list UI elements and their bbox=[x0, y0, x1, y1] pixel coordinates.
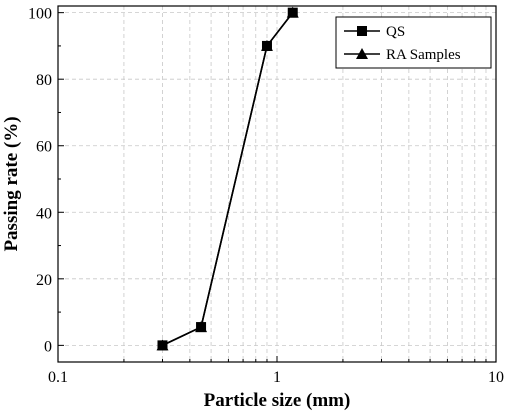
data-point-triangle bbox=[156, 339, 169, 351]
y-tick-label: 40 bbox=[36, 205, 52, 222]
y-tick-label: 20 bbox=[36, 272, 52, 289]
y-tick-label: 100 bbox=[28, 6, 52, 23]
series-layer bbox=[156, 6, 299, 351]
y-axis-title: Passing rate (%) bbox=[1, 116, 22, 251]
x-tick-labels: 0.1 1 10 bbox=[48, 369, 504, 386]
series-line-1 bbox=[162, 12, 294, 347]
legend: QS RA Samples bbox=[335, 16, 492, 69]
y-tick-label: 60 bbox=[36, 139, 52, 156]
series-line-0 bbox=[162, 12, 294, 347]
x-tick-label: 1 bbox=[273, 369, 281, 386]
x-tick-label: 0.1 bbox=[48, 369, 68, 386]
legend-marker-ra bbox=[356, 48, 368, 59]
y-tick-label: 80 bbox=[36, 72, 52, 89]
legend-marker-qs bbox=[357, 26, 367, 36]
legend-label-ra: RA Samples bbox=[386, 47, 461, 63]
data-point-triangle bbox=[286, 6, 299, 18]
y-tick-labels: 0 20 40 60 80 100 bbox=[28, 6, 52, 356]
x-tick-label: 10 bbox=[488, 369, 504, 386]
legend-label-qs: QS bbox=[386, 24, 405, 40]
axis-ticks bbox=[57, 12, 487, 362]
x-axis-title: Particle size (mm) bbox=[204, 390, 351, 411]
y-tick-label: 0 bbox=[44, 338, 52, 355]
data-point-triangle bbox=[260, 39, 273, 51]
data-point-triangle bbox=[195, 321, 208, 333]
legend-box bbox=[335, 16, 492, 69]
